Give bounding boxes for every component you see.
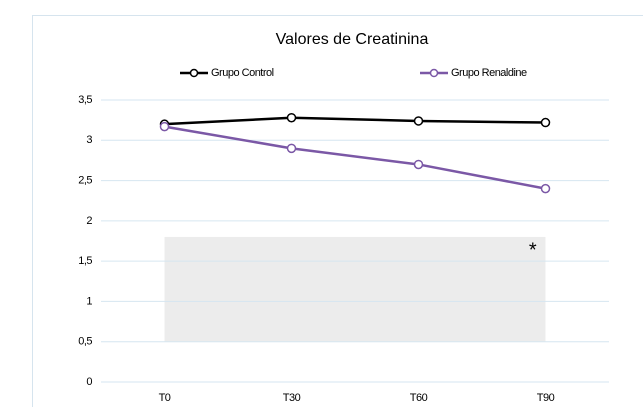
x-tick-label: T90: [537, 392, 555, 404]
legend-marker: [429, 68, 439, 78]
chart-title: Valores de Creatinina: [276, 31, 429, 48]
y-tick-label: 2: [86, 215, 92, 227]
x-tick-label: T30: [283, 392, 301, 404]
y-tick-label: 3: [86, 134, 92, 146]
y-tick-label: 2,5: [78, 174, 92, 186]
y-tick-label: 0: [86, 376, 92, 388]
legend-label: Grupo Renaldine: [451, 67, 527, 79]
x-tick-label: T0: [159, 392, 171, 404]
point: [540, 183, 551, 194]
y-tick-label: 0,5: [78, 336, 92, 348]
legend-marker: [189, 68, 199, 78]
point: [540, 117, 551, 128]
y-tick-label: 1: [86, 295, 92, 307]
legend-label: Grupo Control: [211, 67, 274, 79]
y-tick-label: 3,5: [78, 94, 92, 106]
y-tick-label: 1,5: [78, 255, 92, 267]
highlight-band: [164, 236, 546, 342]
point: [159, 121, 170, 132]
x-tick-label: T60: [410, 392, 428, 404]
point: [286, 112, 297, 123]
series-line: [164, 125, 546, 190]
series-line: [164, 116, 546, 126]
chart-frame: [32, 15, 643, 407]
annotation: *: [529, 239, 537, 261]
point: [286, 143, 297, 154]
point: [413, 159, 424, 170]
point: [413, 116, 424, 126]
